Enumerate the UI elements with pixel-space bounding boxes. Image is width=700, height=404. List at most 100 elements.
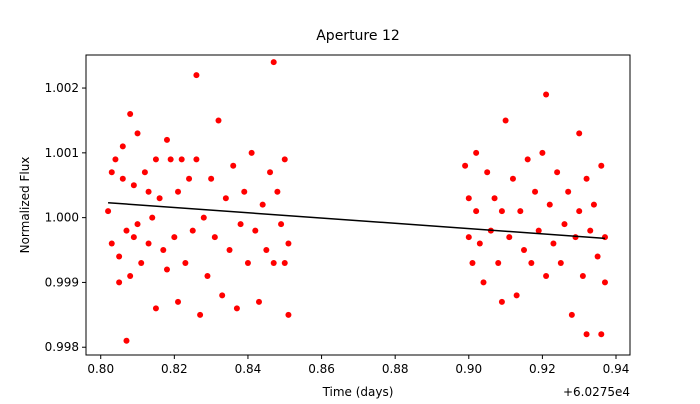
point — [285, 240, 292, 247]
point — [208, 175, 215, 182]
fit-line — [108, 201, 606, 240]
point — [105, 208, 112, 215]
point — [598, 331, 605, 338]
point — [281, 156, 288, 163]
point — [484, 169, 491, 176]
point — [141, 169, 148, 176]
point — [495, 259, 502, 266]
point — [241, 188, 248, 195]
plot-frame — [85, 54, 631, 356]
point — [219, 292, 226, 299]
point — [116, 253, 123, 260]
point — [145, 188, 152, 195]
point — [462, 162, 469, 169]
x-tick-label: 0.82 — [161, 362, 188, 376]
point — [263, 247, 270, 254]
point — [473, 149, 480, 156]
point — [546, 201, 553, 208]
point — [465, 234, 472, 241]
point — [480, 279, 487, 286]
point — [127, 110, 134, 117]
point — [233, 305, 240, 312]
point — [152, 305, 159, 312]
point — [108, 240, 115, 247]
point — [476, 240, 483, 247]
point — [186, 175, 193, 182]
point — [252, 227, 259, 234]
point — [590, 201, 597, 208]
point — [502, 117, 509, 124]
point — [576, 130, 583, 137]
point — [156, 195, 163, 202]
point — [175, 188, 182, 195]
point — [152, 156, 159, 163]
point — [178, 156, 185, 163]
point — [226, 247, 233, 254]
point — [513, 292, 520, 299]
x-tick-label: 0.88 — [382, 362, 409, 376]
point — [565, 188, 572, 195]
x-tick-label: 0.90 — [455, 362, 482, 376]
point — [281, 259, 288, 266]
point — [149, 214, 156, 221]
point — [557, 259, 564, 266]
point — [520, 247, 527, 254]
point — [116, 279, 123, 286]
point — [491, 195, 498, 202]
point — [160, 247, 167, 254]
point — [193, 156, 200, 163]
point — [222, 195, 229, 202]
point — [543, 91, 550, 98]
y-tick-label: 0.999 — [45, 275, 79, 289]
point — [112, 156, 119, 163]
x-axis-label: Time (days) — [322, 385, 394, 399]
point — [167, 156, 174, 163]
point — [543, 272, 550, 279]
point — [134, 130, 141, 137]
point — [270, 59, 277, 66]
x-tick-label: 0.80 — [87, 362, 114, 376]
point — [193, 72, 200, 79]
point — [134, 221, 141, 228]
point — [163, 136, 170, 143]
point — [119, 175, 126, 182]
point — [517, 208, 524, 215]
point — [189, 227, 196, 234]
point — [587, 227, 594, 234]
point — [244, 259, 251, 266]
point — [119, 143, 126, 150]
point — [532, 188, 539, 195]
point — [601, 279, 608, 286]
point — [594, 253, 601, 260]
point — [469, 259, 476, 266]
point — [248, 149, 255, 156]
point — [568, 311, 575, 318]
point — [473, 208, 480, 215]
x-offset-label: +6.0275e4 — [563, 385, 630, 399]
y-tick-label: 1.001 — [45, 146, 79, 160]
point — [561, 221, 568, 228]
point — [274, 188, 281, 195]
point — [598, 162, 605, 169]
y-axis-label: Normalized Flux — [18, 157, 32, 254]
point — [583, 175, 590, 182]
point — [278, 221, 285, 228]
point — [130, 234, 137, 241]
point — [539, 149, 546, 156]
point — [108, 169, 115, 176]
point — [130, 182, 137, 189]
point — [204, 272, 211, 279]
point — [576, 208, 583, 215]
y-tick-label: 0.998 — [45, 340, 79, 354]
point — [579, 272, 586, 279]
point — [285, 311, 292, 318]
x-tick-label: 0.84 — [235, 362, 262, 376]
point — [200, 214, 207, 221]
point — [498, 208, 505, 215]
point — [498, 298, 505, 305]
point — [583, 331, 590, 338]
point — [230, 162, 237, 169]
x-tick-label: 0.92 — [529, 362, 556, 376]
point — [528, 259, 535, 266]
point — [127, 272, 134, 279]
